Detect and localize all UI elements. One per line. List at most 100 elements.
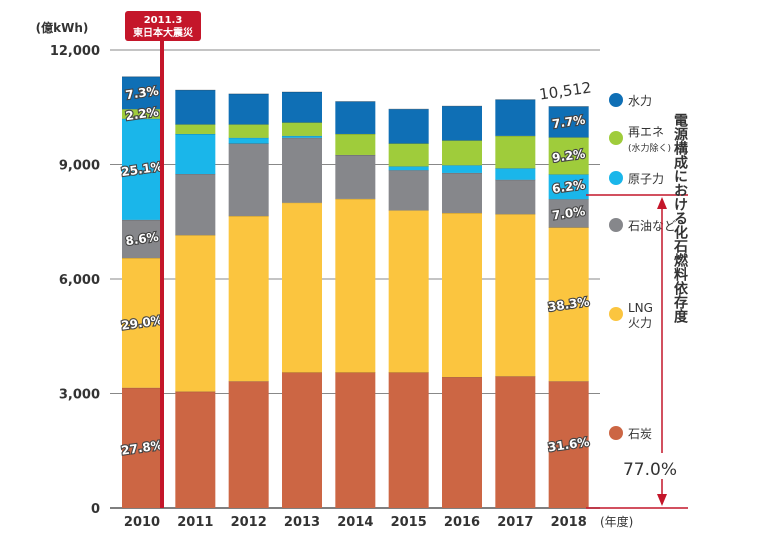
x-tick-label: 2018 xyxy=(551,515,587,530)
bar-segment xyxy=(548,227,589,382)
x-tick-label: 2017 xyxy=(497,515,533,530)
bar-segment xyxy=(548,174,589,200)
bar-segment xyxy=(442,140,482,166)
data-labels: 27.8% 29.0% 8.6% 25.1% 2.2% 7.3% 31.6% 38.3% 7.0… xyxy=(119,83,591,459)
bar-segment xyxy=(175,133,216,175)
legend-label: 再エネ xyxy=(628,125,664,139)
bar-segment xyxy=(495,376,536,508)
event-badge xyxy=(125,11,201,41)
bar-segment xyxy=(122,118,162,220)
bar-segment xyxy=(335,133,376,155)
data-label: 8.6% xyxy=(125,230,160,248)
y-tick-label: 0 xyxy=(91,502,100,517)
bar-segment xyxy=(495,179,536,215)
legend-swatch xyxy=(609,426,623,440)
bar-segment xyxy=(228,381,269,508)
bar-segment xyxy=(335,101,376,134)
legend-sublabel: 火力 xyxy=(628,316,652,330)
bar-segment xyxy=(282,135,322,138)
data-label: 7.0% xyxy=(551,204,586,222)
x-axis-label: (年度) xyxy=(600,514,633,529)
event-annotation: 2011.3 東日本大震災 xyxy=(125,11,201,508)
bar-segment xyxy=(388,143,429,167)
fossil-dependency-bracket: 77.0% xyxy=(586,194,690,509)
y-tick-label: 12,000 xyxy=(50,44,100,59)
legend-label: 石油など xyxy=(628,219,676,233)
bar-segment xyxy=(122,109,162,119)
bar-segment xyxy=(388,210,429,373)
legend-swatch xyxy=(609,218,623,232)
bar-segment xyxy=(122,387,162,508)
bar-segment xyxy=(335,372,376,508)
bar-segment xyxy=(442,106,482,141)
bar-segment xyxy=(442,172,482,213)
bar-segment xyxy=(175,235,216,392)
legend-label: 原子力 xyxy=(628,172,664,186)
x-tick-label: 2011 xyxy=(177,515,213,530)
bar-segment xyxy=(282,91,322,123)
bar-segment xyxy=(228,216,269,382)
legend-label: 石炭 xyxy=(628,427,652,441)
event-label: 東日本大震災 xyxy=(133,26,194,39)
legend-swatch xyxy=(609,171,623,185)
data-label: 27.8% xyxy=(120,438,163,458)
legend-label: 水力 xyxy=(628,94,652,108)
data-label: 7.3% xyxy=(125,84,160,102)
bar-segment xyxy=(442,165,482,173)
bar-segment xyxy=(388,109,429,144)
x-tick-label: 2012 xyxy=(231,515,267,530)
bar-segment xyxy=(335,154,376,199)
legend-sublabel: (水力除く) xyxy=(628,142,671,154)
y-axis-unit-label: (億kWh) xyxy=(36,20,89,35)
data-label: 31.6% xyxy=(547,435,590,455)
data-label: 2.2% xyxy=(125,105,160,123)
data-label: 9.2% xyxy=(551,147,586,165)
y-tick-label: 9,000 xyxy=(59,159,100,174)
bar-segment xyxy=(175,391,216,508)
y-tick-label: 3,000 xyxy=(59,388,100,403)
bar-segment xyxy=(388,170,429,211)
bar-segment xyxy=(548,106,589,138)
data-label: 6.2% xyxy=(551,178,586,196)
fossil-dependency-title: 電源構成における化石燃料依存度 xyxy=(672,112,689,324)
data-label: 29.0% xyxy=(120,313,163,333)
bar-segment xyxy=(228,143,269,217)
bar-segment xyxy=(388,166,429,171)
legend-label: LNG xyxy=(628,301,653,315)
total-2018-label: 10,512 xyxy=(538,78,592,103)
y-axis-ticks: 0 3,000 6,000 9,000 12,000 xyxy=(50,44,100,517)
y-tick-label: 6,000 xyxy=(59,273,100,288)
x-tick-label: 2015 xyxy=(391,515,427,530)
x-tick-label: 2013 xyxy=(284,515,320,530)
legend-swatch xyxy=(609,307,623,321)
bar-segment xyxy=(442,377,482,508)
bar-segment xyxy=(175,124,216,134)
bar-segment xyxy=(122,219,162,259)
fossil-dependency-value: 77.0% xyxy=(623,460,677,480)
x-tick-label: 2010 xyxy=(124,515,160,530)
bar-segment xyxy=(495,168,536,180)
bar-segment xyxy=(548,381,589,508)
bar-segment xyxy=(228,93,269,125)
x-tick-label: 2014 xyxy=(337,515,373,530)
bar-segment xyxy=(495,99,536,136)
bar-segment xyxy=(122,76,162,110)
bar-segment xyxy=(228,137,269,144)
bar-segment xyxy=(282,202,322,373)
bar-segment xyxy=(548,137,589,175)
bar-segment xyxy=(282,122,322,136)
bar-segment xyxy=(282,372,322,508)
legend-swatch xyxy=(609,93,623,107)
data-label: 25.1% xyxy=(120,159,163,179)
bar-segment xyxy=(175,174,216,236)
bar-segment xyxy=(442,212,482,378)
event-date: 2011.3 xyxy=(144,15,183,26)
bar-segment xyxy=(388,372,429,508)
bars xyxy=(122,76,589,508)
legend-swatch xyxy=(609,131,623,145)
bar-segment xyxy=(282,137,322,203)
bar-segment xyxy=(548,199,589,228)
data-label: 7.7% xyxy=(551,113,586,131)
